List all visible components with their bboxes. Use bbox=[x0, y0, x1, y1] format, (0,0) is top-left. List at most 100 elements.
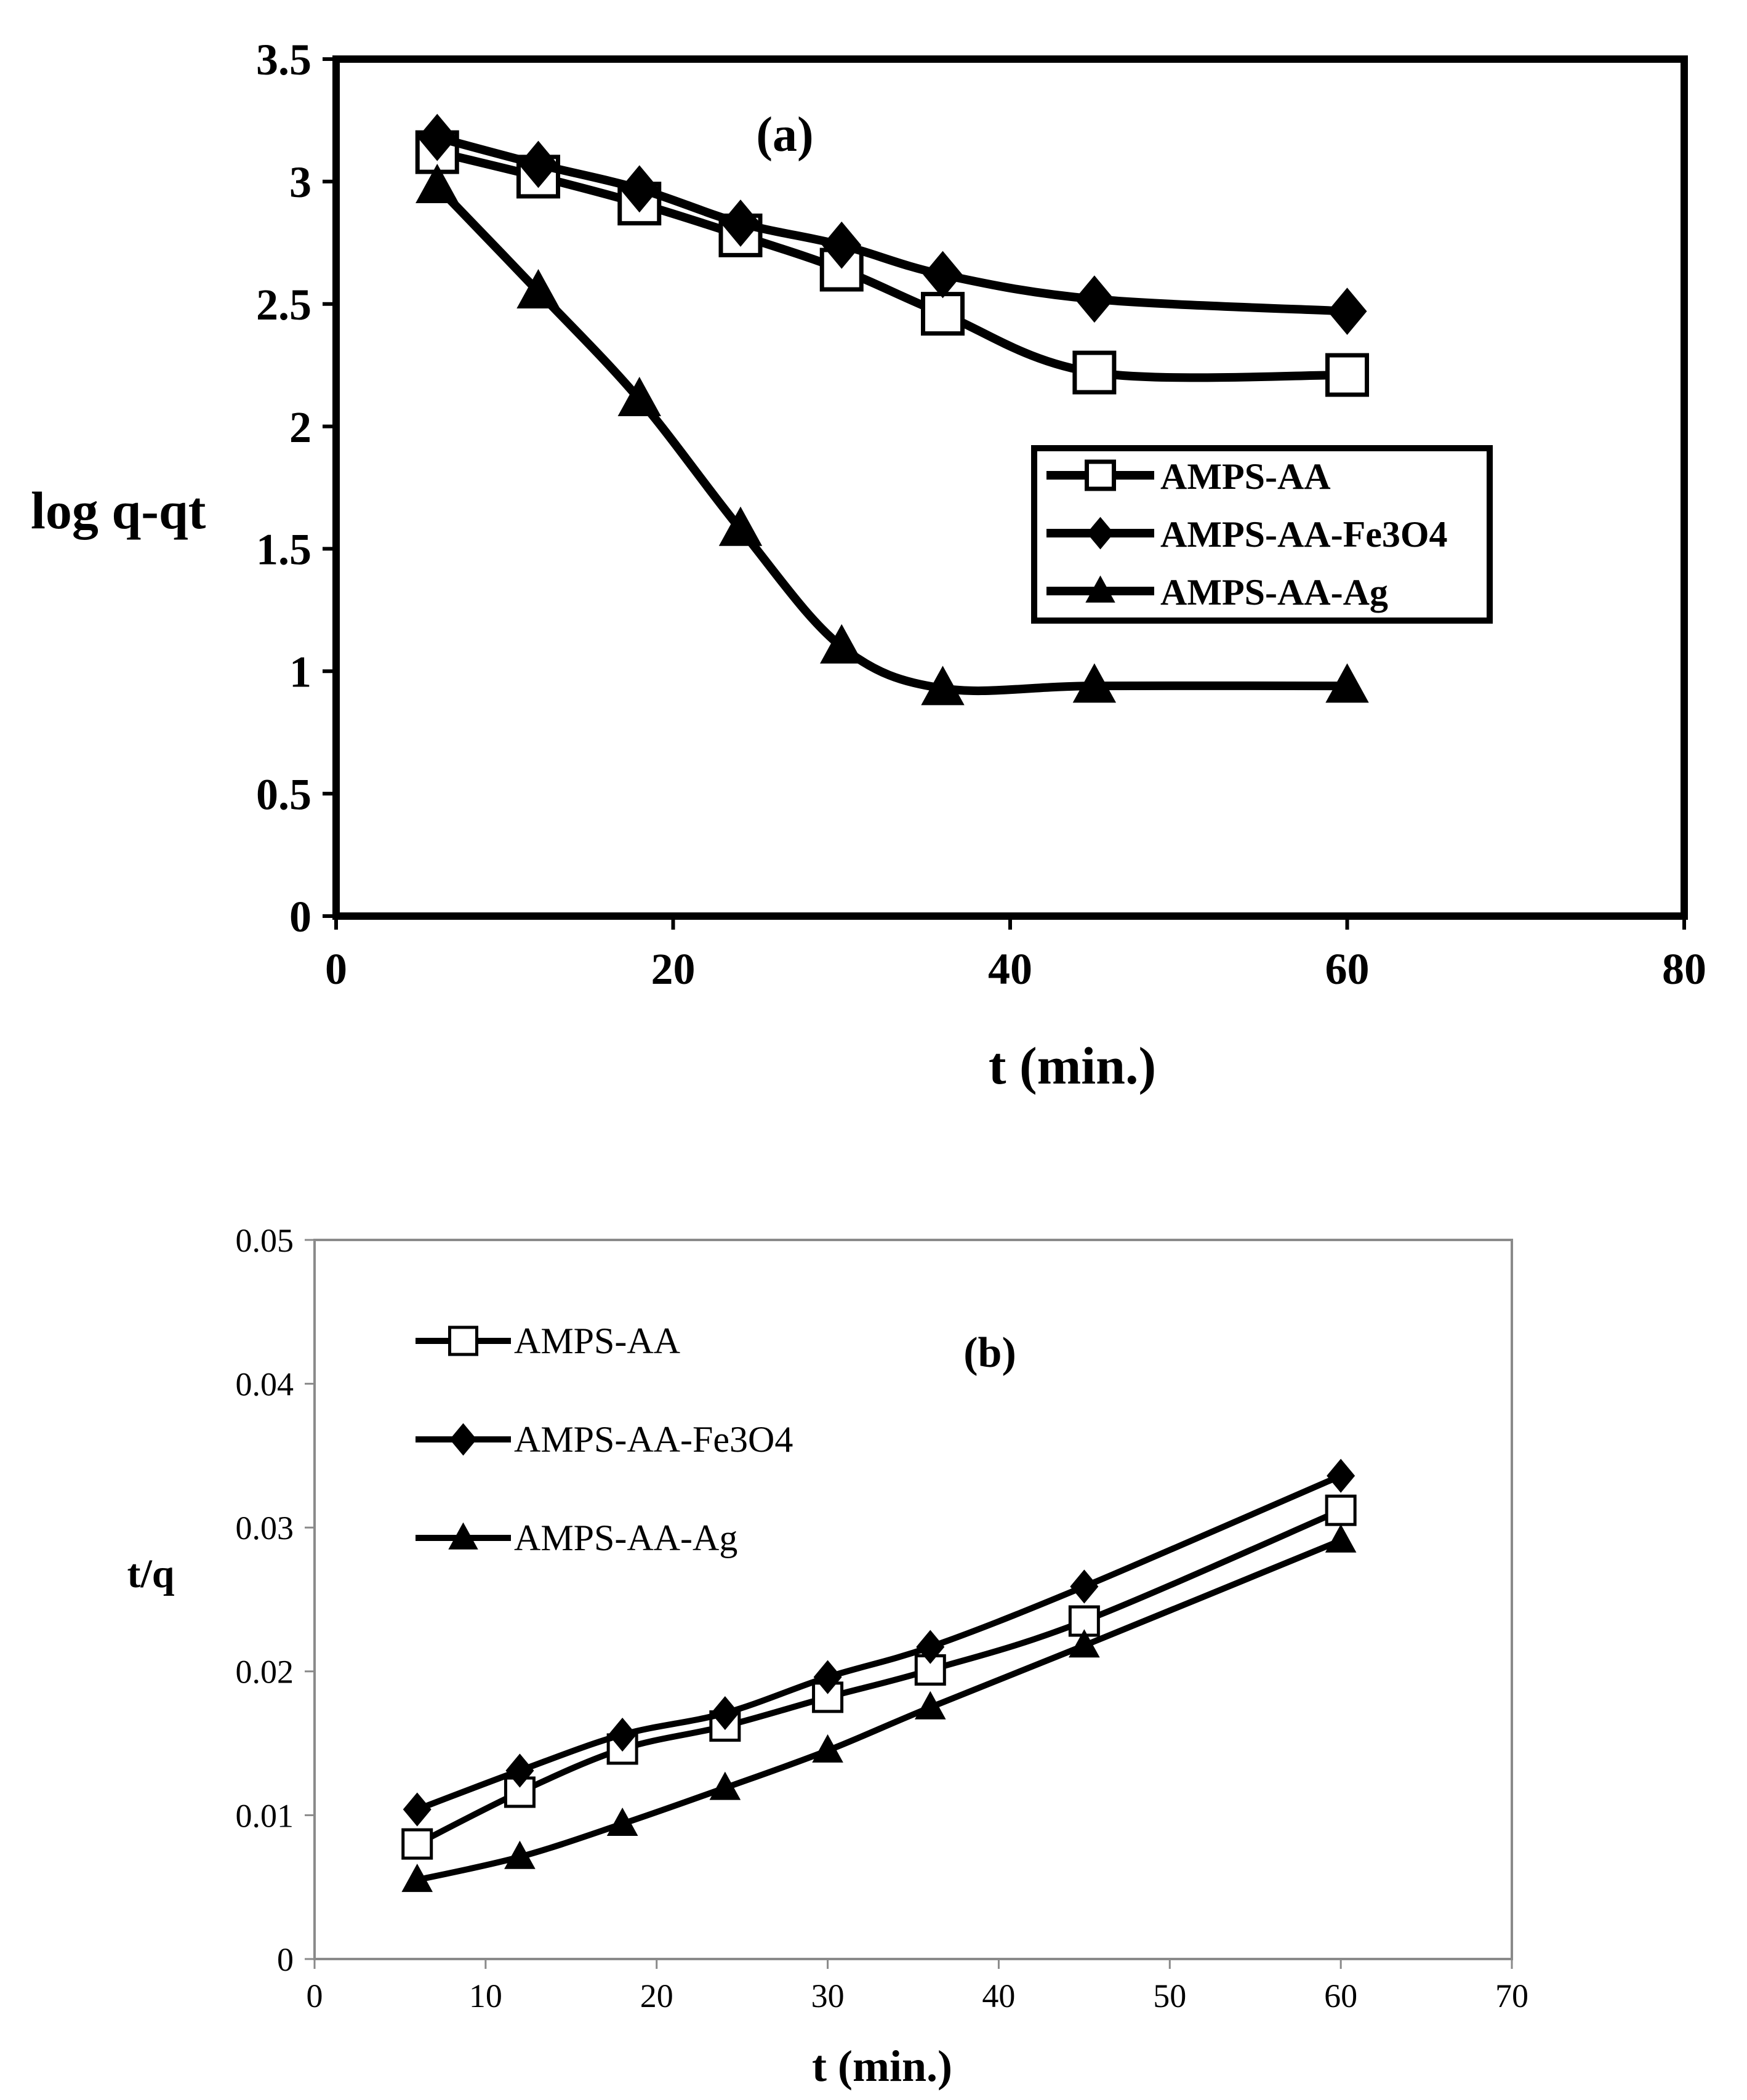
data-point-amps-aa-fe3o4 bbox=[1070, 1569, 1099, 1604]
data-point-amps-aa-ag bbox=[718, 506, 763, 546]
legend-label-b-amps-aa: AMPS-AA bbox=[514, 1321, 680, 1361]
data-point-amps-aa-ag bbox=[812, 1734, 843, 1763]
series-amps-aa-fe3o4 bbox=[417, 113, 1367, 336]
data-point-amps-aa bbox=[1325, 353, 1369, 397]
y-tick-label: 2 bbox=[289, 403, 311, 452]
legend-label-a-amps-aa: AMPS-AA bbox=[1160, 456, 1331, 497]
y-tick-label: 0.5 bbox=[256, 770, 311, 819]
legend-b: AMPS-AA AMPS-AA-Fe3O4 AMPS-AA-Ag bbox=[416, 1321, 793, 1558]
y-tick-label: 0.04 bbox=[236, 1366, 294, 1403]
legend-label-a-amps-aa-ag: AMPS-AA-Ag bbox=[1160, 572, 1388, 613]
y-axis-title-b: t/q bbox=[127, 1551, 174, 1596]
legend-marker-amps-aa bbox=[1085, 459, 1116, 491]
data-point-amps-aa-fe3o4 bbox=[403, 1792, 432, 1827]
y-tick-label: 0 bbox=[289, 892, 311, 941]
data-point-amps-aa bbox=[921, 292, 965, 336]
series-group-a bbox=[415, 113, 1369, 706]
panel-label-b: (b) bbox=[963, 1329, 1016, 1377]
data-point-amps-aa-ag bbox=[606, 1807, 638, 1836]
series-amps-aa-ag bbox=[401, 1524, 1357, 1893]
y-ticks-b: 0 0.01 0.02 0.03 0.04 0.05 bbox=[236, 1222, 315, 1978]
legend-items-a bbox=[1046, 459, 1154, 603]
data-point-amps-aa-ag bbox=[504, 1840, 536, 1869]
x-tick-label: 40 bbox=[988, 944, 1032, 994]
data-point-amps-aa-fe3o4 bbox=[721, 199, 760, 247]
x-axis-title-a: t (min.) bbox=[989, 1036, 1156, 1095]
legend-label-b-amps-aa-ag: AMPS-AA-Ag bbox=[514, 1518, 737, 1558]
legend-marker-amps-aa-ag bbox=[448, 1522, 478, 1550]
data-point-amps-aa-ag bbox=[1069, 1629, 1100, 1658]
data-point-amps-aa-ag bbox=[416, 164, 459, 204]
x-axis-title-b: t (min.) bbox=[812, 2042, 952, 2091]
x-tick-label: 70 bbox=[1495, 1977, 1528, 2014]
x-tick-label: 60 bbox=[1324, 1977, 1357, 2014]
y-tick-label: 0.02 bbox=[236, 1654, 294, 1691]
y-tick-label: 0.03 bbox=[236, 1510, 294, 1547]
legend-a: AMPS-AA AMPS-AA-Fe3O4 AMPS-AA-Ag bbox=[1031, 445, 1493, 624]
data-point-amps-aa-ag bbox=[617, 377, 661, 417]
data-point-amps-aa-ag bbox=[820, 624, 864, 664]
x-tick-label: 30 bbox=[811, 1977, 845, 2014]
series-amps-aa bbox=[401, 1494, 1357, 1860]
data-point-amps-aa-ag bbox=[1325, 1524, 1357, 1553]
x-tick-label: 80 bbox=[1662, 944, 1706, 994]
y-ticks-a: 0 0.5 1 1.5 2 2.5 3 3.5 bbox=[256, 35, 336, 941]
data-point-amps-aa-fe3o4 bbox=[417, 113, 457, 161]
legend-marker-amps-aa-fe3o4 bbox=[449, 1423, 477, 1456]
x-tick-label: 10 bbox=[469, 1977, 502, 2014]
x-ticks-a: 0 20 40 60 80 bbox=[325, 916, 1706, 994]
y-tick-label: 1.5 bbox=[256, 525, 311, 574]
data-point-amps-aa-ag bbox=[709, 1771, 741, 1800]
y-tick-label: 3.5 bbox=[256, 35, 311, 84]
x-tick-label: 20 bbox=[640, 1977, 673, 2014]
legend-label-b-amps-aa-fe3o4: AMPS-AA-Fe3O4 bbox=[514, 1419, 793, 1460]
x-tick-label: 0 bbox=[307, 1977, 323, 2014]
y-tick-label: 1 bbox=[289, 647, 311, 696]
data-point-amps-aa-fe3o4 bbox=[619, 165, 659, 213]
data-point-amps-aa-ag bbox=[914, 1691, 946, 1720]
legend-marker-amps-aa bbox=[448, 1326, 478, 1356]
data-point-amps-aa bbox=[1072, 350, 1117, 395]
data-point-amps-aa bbox=[401, 1828, 433, 1860]
data-point-amps-aa-fe3o4 bbox=[813, 1660, 842, 1694]
x-tick-label: 20 bbox=[651, 944, 696, 994]
data-point-amps-aa-fe3o4 bbox=[518, 140, 558, 188]
data-point-amps-aa-fe3o4 bbox=[710, 1696, 739, 1731]
x-tick-label: 60 bbox=[1325, 944, 1370, 994]
data-point-amps-aa-ag bbox=[1072, 663, 1117, 703]
y-tick-label: 3 bbox=[289, 158, 311, 207]
legend-marker-amps-aa-fe3o4 bbox=[1086, 517, 1114, 550]
x-tick-label: 0 bbox=[325, 944, 347, 994]
series-amps-aa-fe3o4 bbox=[403, 1458, 1355, 1827]
chart-a: 00.511.522.533.5 0 20 40 60 80 (a) log q-qt … bbox=[31, 35, 1706, 1095]
data-point-amps-aa-ag bbox=[921, 666, 965, 706]
data-point-amps-aa-fe3o4 bbox=[916, 1630, 945, 1664]
x-tick-label: 50 bbox=[1153, 1977, 1186, 2014]
data-point-amps-aa-fe3o4 bbox=[608, 1717, 637, 1752]
legend-label-a-amps-aa-fe3o4: AMPS-AA-Fe3O4 bbox=[1160, 514, 1448, 555]
y-axis-title-a: log q-qt bbox=[31, 481, 206, 540]
panel-label-a: (a) bbox=[756, 108, 813, 162]
series-group-b bbox=[401, 1458, 1357, 1893]
y-tick-label: 2.5 bbox=[256, 280, 311, 329]
chart-b: 0 0.01 0.02 0.03 0.04 0.05 0 10 20 30 40 50 60 70 (b… bbox=[127, 1222, 1528, 2091]
data-point-amps-aa-fe3o4 bbox=[1327, 288, 1367, 336]
data-point-amps-aa-fe3o4 bbox=[505, 1753, 534, 1788]
data-point-amps-aa bbox=[1325, 1494, 1357, 1526]
series-amps-aa-ag bbox=[416, 164, 1369, 706]
data-point-amps-aa-ag bbox=[1325, 663, 1369, 703]
x-tick-label: 40 bbox=[982, 1977, 1015, 2014]
plot-frame-b bbox=[313, 1239, 1513, 1960]
legend-items-b bbox=[416, 1326, 511, 1550]
data-point-amps-aa-fe3o4 bbox=[822, 221, 862, 269]
data-point-amps-aa-fe3o4 bbox=[1327, 1458, 1355, 1493]
y-tick-label: 0.05 bbox=[236, 1222, 294, 1259]
data-point-amps-aa-ag bbox=[516, 269, 560, 309]
legend-marker-amps-aa-ag bbox=[1085, 575, 1115, 603]
data-point-amps-aa-ag bbox=[401, 1864, 433, 1893]
y-tick-label: 0 bbox=[277, 1941, 294, 1978]
y-tick-label: 0.01 bbox=[236, 1797, 294, 1834]
data-point-amps-aa-fe3o4 bbox=[923, 251, 963, 299]
data-point-amps-aa-fe3o4 bbox=[1074, 275, 1114, 323]
